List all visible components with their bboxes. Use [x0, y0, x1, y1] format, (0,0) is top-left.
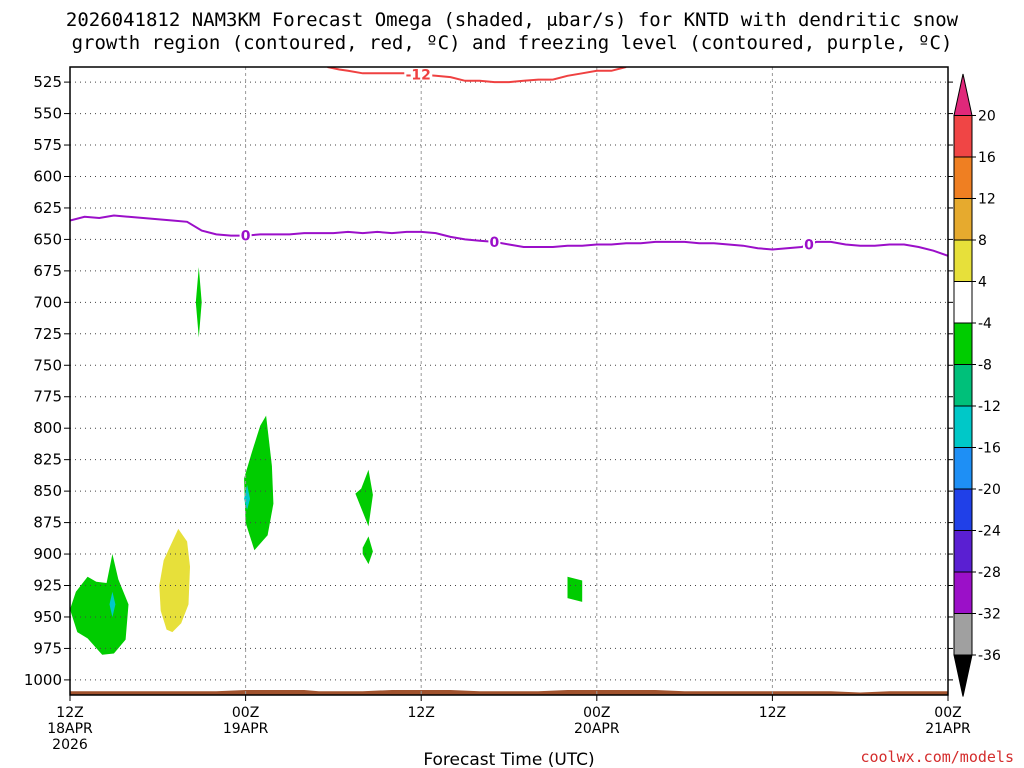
freezing-level-label-0: 0 — [241, 229, 251, 245]
chart-title-line-2: growth region (contoured, red, ºC) and f… — [71, 32, 953, 54]
colorbar-label-9: -20 — [978, 482, 1001, 498]
y-tick-label-775: 775 — [33, 388, 62, 406]
y-tick-label-750: 750 — [33, 356, 62, 374]
y-tick-label-575: 575 — [33, 136, 62, 154]
x-tick-label-48: 12Z — [759, 705, 786, 721]
terrain — [70, 690, 948, 695]
colorbar-label-5: -4 — [978, 316, 992, 332]
y-tick-label-675: 675 — [33, 262, 62, 280]
terrain-fill — [70, 690, 948, 695]
colorbar-swatch-11 — [953, 530, 973, 573]
x-tick-date-12: 19APR — [223, 721, 269, 737]
colorbar-swatch-6 — [953, 322, 973, 365]
omega-regions — [70, 267, 583, 655]
omega-region-green-700 — [195, 267, 202, 338]
omega-region-teal-cell-2 — [244, 484, 250, 510]
colorbar-swatch-5 — [953, 281, 973, 324]
colorbar-swatch-14 — [953, 654, 973, 697]
omega-region-teal-cell-1 — [109, 591, 116, 617]
dgz-contour-label-0-bg — [404, 67, 433, 81]
colorbar-swatch-13 — [953, 613, 973, 656]
freezing-level-label-2-bg — [802, 237, 815, 251]
colorbar-label-10: -24 — [978, 524, 1001, 540]
colorbar-swatch-2 — [953, 156, 973, 199]
colorbar-label-11: -28 — [978, 565, 1001, 581]
freezing-level-label-1-bg — [488, 234, 501, 248]
omega-region-green-850-cell — [355, 469, 373, 527]
colorbar-swatch-0 — [953, 73, 973, 116]
colorbar-swatch-8 — [953, 405, 973, 448]
plot-border — [69, 66, 949, 696]
omega-region-green-845 — [244, 415, 274, 551]
y-tick-label-725: 725 — [33, 325, 62, 343]
dgz-contour-line — [327, 67, 627, 84]
x-tick-year-0: 2026 — [52, 737, 88, 753]
y-tick-label-1000: 1000 — [24, 671, 62, 689]
colorbar-label-13: -36 — [978, 648, 1001, 664]
y-tick-label-975: 975 — [33, 639, 62, 657]
contour-lines: 0 0 0 -12 — [70, 67, 948, 257]
colorbar-swatch-3 — [953, 198, 973, 241]
x-tick-label-36: 00Z — [583, 705, 610, 721]
y-tick-label-950: 950 — [33, 608, 62, 626]
y-tick-label-800: 800 — [33, 419, 62, 437]
colorbar-label-0: 20 — [978, 109, 996, 125]
dgz-contour-label-0: -12 — [406, 67, 431, 83]
y-tick-label-600: 600 — [33, 167, 62, 185]
chart-title-line-1: 2026041812 NAM3KM Forecast Omega (shaded… — [65, 9, 959, 31]
omega-region-green-930-962 — [70, 554, 129, 655]
colorbar-swatch-7 — [953, 364, 973, 407]
x-tick-label-12: 00Z — [232, 705, 259, 721]
y-tick-label-900: 900 — [33, 545, 62, 563]
y-tick-label-875: 875 — [33, 514, 62, 532]
colorbar-swatch-12 — [953, 571, 973, 614]
x-tick-date-60: 21APR — [925, 721, 971, 737]
x-tick-label-24: 12Z — [407, 705, 434, 721]
colorbar-swatch-9 — [953, 447, 973, 490]
y-axis: 525 550 575 600 625 650 675 700 725 750 775 800 825 8… — [24, 73, 953, 689]
plot-frame — [69, 66, 949, 696]
colorbar-label-2: 12 — [978, 192, 996, 208]
x-tick-label-0: 12Z — [56, 705, 83, 721]
y-tick-label-825: 825 — [33, 451, 62, 469]
colorbar-label-8: -16 — [978, 441, 1001, 457]
y-tick-label-700: 700 — [33, 293, 62, 311]
colorbar-swatch-1 — [953, 115, 973, 158]
y-tick-label-650: 650 — [33, 230, 62, 248]
x-axis-title: Forecast Time (UTC) — [423, 750, 594, 768]
omega-region-green-925-cell — [567, 576, 583, 602]
colorbar-label-6: -8 — [978, 358, 992, 374]
freezing-level-label-0-bg — [239, 228, 252, 242]
x-tick-label-60: 00Z — [934, 705, 961, 721]
y-tick-label-925: 925 — [33, 577, 62, 595]
colorbar-label-4: 4 — [978, 275, 987, 291]
colorbar-swatch-4 — [953, 239, 973, 282]
colorbar-swatch-10 — [953, 488, 973, 531]
x-tick-date-0: 18APR — [47, 721, 93, 737]
colorbar-label-1: 16 — [978, 150, 996, 166]
freezing-level-label-2: 0 — [804, 237, 814, 253]
freezing-level-line — [70, 214, 948, 257]
x-tick-date-36: 20APR — [574, 721, 620, 737]
y-tick-label-525: 525 — [33, 73, 62, 91]
freezing-level-label-1: 0 — [489, 235, 499, 251]
y-tick-label-550: 550 — [33, 105, 62, 123]
y-tick-label-850: 850 — [33, 482, 62, 500]
y-tick-label-625: 625 — [33, 199, 62, 217]
gridlines — [70, 67, 948, 695]
omega-region-yellow-cell — [159, 528, 190, 633]
colorbar: 20 16 12 8 4 -4 -8 -12 -16 -20 -24 -28 -32 -36 — [953, 73, 1001, 697]
colorbar-label-3: 8 — [978, 233, 987, 249]
colorbar-label-7: -12 — [978, 399, 1001, 415]
credit-text: coolwx.com/models — [860, 748, 1014, 766]
omega-region-green-895-cell — [362, 536, 373, 565]
colorbar-label-12: -32 — [978, 607, 1001, 623]
